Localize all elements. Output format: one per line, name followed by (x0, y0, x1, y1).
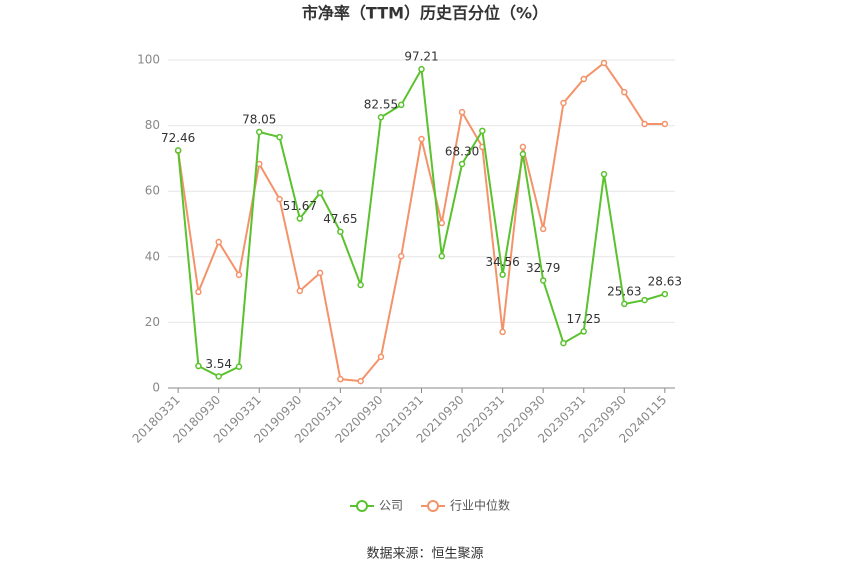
point (397, 252, 405, 260)
point (418, 65, 425, 73)
point (235, 271, 243, 279)
point (397, 101, 405, 109)
chart-title: 市净率（TTM）历史百分位（%） (302, 4, 548, 23)
data-label: 82.55 (364, 98, 398, 112)
y-tick-label: 40 (145, 249, 160, 263)
point (458, 108, 466, 116)
point (641, 296, 648, 304)
point (499, 328, 506, 336)
point (580, 75, 587, 83)
data-label: 51.67 (283, 199, 317, 213)
point (519, 143, 527, 151)
point (661, 120, 669, 128)
data-label: 97.21 (404, 50, 438, 64)
point (316, 189, 324, 197)
point (377, 353, 385, 361)
point (418, 135, 425, 143)
point (641, 120, 648, 128)
point (296, 287, 304, 295)
point (337, 228, 344, 235)
point (458, 160, 466, 168)
point (357, 281, 364, 289)
point (215, 373, 222, 380)
point (296, 215, 304, 222)
point (438, 219, 446, 227)
point (438, 252, 446, 260)
point (499, 271, 506, 278)
point (600, 170, 608, 178)
y-tick-label: 80 (145, 118, 160, 132)
legend-marker (427, 500, 440, 512)
y-tick-label: 100 (137, 53, 160, 67)
legend-label: 行业中位数 (450, 498, 510, 513)
data-label: 32.79 (526, 261, 560, 275)
source-note: 数据来源：恒生聚源 (366, 547, 483, 562)
point (235, 363, 243, 370)
y-tick-label: 0 (152, 381, 160, 395)
y-tick-label: 60 (145, 184, 160, 198)
data-label: 17.25 (567, 312, 601, 326)
y-tick-label: 20 (145, 315, 160, 329)
point (215, 238, 222, 246)
point (539, 225, 547, 233)
point (621, 88, 628, 96)
point (661, 290, 669, 298)
data-label: 3.54 (205, 357, 232, 371)
point (195, 362, 202, 370)
point (195, 288, 202, 296)
legend-marker (356, 500, 368, 512)
data-label: 34.56 (485, 255, 519, 269)
point (377, 113, 385, 121)
point (276, 133, 283, 141)
point (174, 147, 182, 154)
legend-label: 公司 (379, 499, 403, 513)
point (539, 277, 547, 284)
point (600, 59, 608, 67)
point (621, 300, 628, 308)
point (256, 128, 263, 136)
point (357, 377, 364, 385)
data-label: 68.30 (445, 144, 479, 158)
point (580, 328, 587, 335)
point (316, 269, 324, 277)
data-label: 72.46 (161, 131, 195, 145)
data-label: 25.63 (607, 284, 641, 298)
data-label: 78.05 (242, 112, 276, 126)
point (479, 127, 486, 135)
point (337, 375, 344, 383)
point (560, 339, 567, 347)
point (560, 99, 567, 107)
data-label: 47.65 (323, 212, 357, 226)
data-label: 28.63 (648, 275, 682, 289)
point (519, 150, 527, 158)
point (276, 195, 283, 203)
